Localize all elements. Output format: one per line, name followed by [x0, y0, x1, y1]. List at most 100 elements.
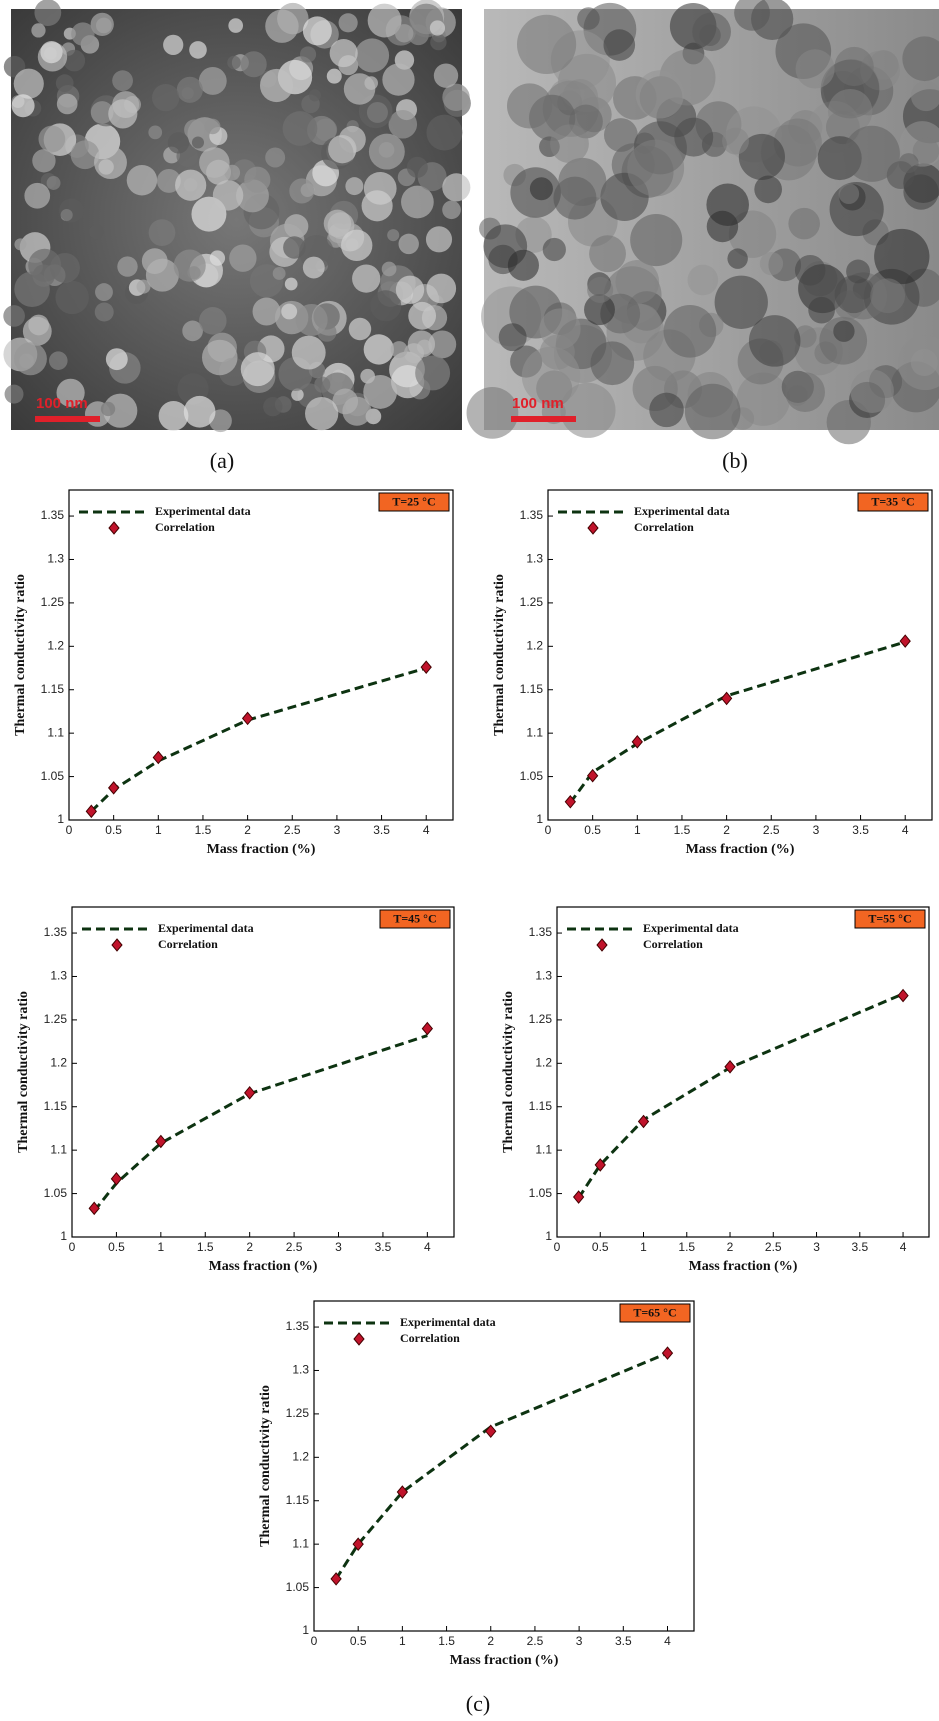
data-point: [155, 1134, 167, 1149]
sem-particle: [46, 176, 61, 190]
plot-frame: [556, 906, 930, 1238]
x-tick-label: 2.5: [765, 1240, 782, 1254]
plot-frame: [68, 489, 454, 821]
tem-particle: [615, 260, 660, 304]
data-point: [720, 691, 733, 706]
x-tick-label: 0: [554, 1240, 561, 1254]
tem-particle: [577, 7, 600, 30]
tem-particle: [714, 275, 768, 329]
x-axis-label: Mass fraction (%): [686, 842, 795, 857]
sem-particle: [55, 280, 89, 315]
sem-particle: [228, 18, 244, 33]
sem-particle: [352, 264, 381, 293]
tem-particle: [808, 296, 835, 324]
x-tick-label: 1: [634, 823, 641, 837]
sem-particle: [367, 3, 402, 38]
chart-title: T=25 °C: [392, 494, 435, 508]
tem-particle: [542, 237, 566, 262]
sem-particle: [302, 16, 332, 46]
sem-particle: [252, 297, 281, 326]
sem-particle: [3, 305, 25, 327]
sem-particle: [148, 219, 176, 247]
tem-particle: [539, 334, 575, 370]
sem-particle: [426, 273, 457, 304]
x-tick-label: 2.5: [284, 823, 301, 837]
legend-label: Experimental data: [643, 921, 739, 935]
y-tick-label: 1.3: [526, 552, 543, 566]
x-tick-label: 0: [69, 1240, 76, 1254]
title-box: [378, 492, 450, 512]
tem-particle: [785, 372, 825, 413]
y-tick-label: 1.1: [292, 1536, 309, 1550]
sem-particle: [70, 140, 100, 170]
tem-particle: [630, 213, 683, 267]
x-tick-label: 0.5: [350, 1634, 367, 1648]
sem-particle: [289, 178, 315, 204]
data-point: [724, 1060, 736, 1074]
x-tick-label: 3: [335, 1240, 342, 1254]
x-tick-label: 3.5: [615, 1634, 632, 1648]
data-point: [637, 1114, 650, 1129]
sem-particle: [408, 301, 437, 330]
tem-particle: [902, 36, 939, 82]
x-tick-label: 1: [399, 1634, 406, 1648]
sem-particle: [345, 177, 364, 196]
tem-particle: [603, 29, 636, 61]
tem-particle: [590, 341, 635, 386]
sem-particle: [95, 17, 112, 34]
sem-particle: [40, 40, 63, 64]
sem-particle: [173, 249, 206, 282]
plot-frame: [547, 489, 933, 821]
x-tick-label: 2: [246, 1240, 253, 1254]
tem-particle: [874, 228, 930, 285]
sem-particle: [314, 118, 338, 141]
sem-particle: [240, 352, 275, 387]
sem-particle: [31, 23, 46, 38]
sem-particle: [265, 9, 299, 43]
sem-particle: [341, 229, 373, 262]
x-tick-label: 3: [813, 823, 820, 837]
sem-particle: [291, 388, 304, 401]
tem-particle: [557, 53, 617, 113]
x-tick-label: 3: [813, 1240, 820, 1254]
legend-label: Experimental data: [155, 504, 251, 518]
tem-particle: [529, 177, 553, 201]
sem-particle: [13, 68, 44, 99]
sem-particle: [265, 147, 286, 168]
sem-particle: [323, 209, 352, 238]
sem-particle: [361, 190, 393, 222]
x-tick-label: 0.5: [105, 823, 122, 837]
x-tick-label: 3.5: [375, 1240, 392, 1254]
x-tick-label: 1: [640, 1240, 647, 1254]
y-tick-label: 1.05: [44, 1186, 68, 1200]
sem-particle: [227, 55, 241, 70]
x-tick-label: 2.5: [286, 1240, 303, 1254]
y-tick-label: 1: [57, 812, 64, 826]
sem-particle: [117, 256, 138, 277]
sem-particle: [284, 277, 298, 291]
sem-particle: [394, 24, 414, 43]
legend-marker: [353, 1332, 365, 1346]
x-tick-label: 3: [576, 1634, 583, 1648]
legend-label: Correlation: [634, 520, 694, 534]
sem-particle: [152, 83, 180, 112]
sem-particle: [348, 317, 372, 341]
sem-particle: [182, 320, 203, 342]
data-point: [564, 794, 576, 809]
data-point: [85, 804, 97, 819]
tem-particle: [838, 183, 860, 205]
y-axis-label: Thermal conductivity ratio: [492, 574, 507, 736]
y-tick-label: 1.35: [286, 1319, 310, 1333]
y-tick-label: 1.3: [47, 552, 64, 566]
x-tick-label: 2: [487, 1634, 494, 1648]
x-tick-label: 2: [727, 1240, 734, 1254]
sem-particle: [14, 342, 47, 376]
tem-particle: [627, 139, 685, 197]
x-tick-label: 0: [66, 823, 73, 837]
legend-marker: [108, 521, 120, 535]
y-tick-label: 1.2: [50, 1055, 67, 1069]
sem-particle: [56, 378, 85, 407]
sem-particle: [167, 132, 190, 154]
tem-particle: [699, 24, 721, 47]
